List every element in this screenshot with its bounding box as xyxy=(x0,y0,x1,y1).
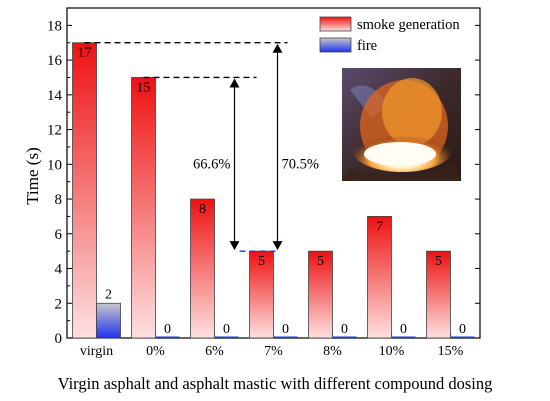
arrow-head xyxy=(229,241,240,251)
y-tick-label: 10 xyxy=(47,157,62,173)
y-axis-title: Time (s) xyxy=(23,147,42,204)
bar-smoke-generation xyxy=(367,216,392,339)
bar-fire xyxy=(332,336,357,338)
data-label-smoke: 5 xyxy=(258,254,265,269)
bar-smoke-generation xyxy=(249,250,274,339)
data-labels: 17 2 15 0 8 0 5 0 5 0 7 0 5 0 xyxy=(78,46,467,337)
data-label-fire: 0 xyxy=(341,322,348,337)
y-tick-label: 4 xyxy=(55,262,63,278)
x-tick-label: 10% xyxy=(379,344,405,359)
bar-fire xyxy=(273,336,298,338)
bar-series xyxy=(72,42,475,339)
data-label-smoke: 15 xyxy=(137,80,151,95)
data-label-smoke: 8 xyxy=(199,202,206,217)
data-label-smoke: 7 xyxy=(376,219,383,234)
bar-fire xyxy=(96,302,121,339)
x-tick-label: virgin xyxy=(80,344,113,359)
bar-smoke-generation xyxy=(190,198,215,339)
bar-smoke-generation xyxy=(131,77,156,339)
bar-fire xyxy=(214,336,239,338)
bar-fire xyxy=(391,336,416,338)
legend-label: fire xyxy=(357,38,377,54)
legend-swatch xyxy=(319,37,352,53)
x-axis: virgin 0% 6% 7% 8% 10% 15% xyxy=(80,333,464,359)
data-label-smoke: 17 xyxy=(78,46,92,61)
bar-fire xyxy=(450,336,475,338)
data-label-smoke: 5 xyxy=(317,254,324,269)
y-axis: 0 2 4 6 8 10 12 14 16 18 xyxy=(47,18,480,347)
annotations: 66.6% 70.5% xyxy=(84,42,319,252)
bar-smoke-generation xyxy=(426,250,451,339)
annotation-66: 66.6% xyxy=(193,156,230,172)
arrow-head xyxy=(272,43,283,53)
annotation-70: 70.5% xyxy=(282,156,319,172)
bar-smoke-generation xyxy=(72,42,97,339)
y-tick-label: 16 xyxy=(47,53,63,69)
bar-fire xyxy=(155,336,180,338)
x-axis-title: Virgin asphalt and asphalt mastic with d… xyxy=(58,374,493,393)
y-tick-label: 8 xyxy=(55,192,63,208)
y-tick-label: 14 xyxy=(47,88,63,104)
data-label-fire: 0 xyxy=(223,322,230,337)
data-label-smoke: 5 xyxy=(435,254,442,269)
flame-photo xyxy=(342,68,461,181)
x-tick-label: 7% xyxy=(264,344,283,359)
bar-smoke-generation xyxy=(308,250,333,339)
legend-swatch xyxy=(319,16,352,32)
x-tick-label: 6% xyxy=(205,344,224,359)
legend: smoke generation fire xyxy=(319,16,460,54)
arrow-head xyxy=(229,78,240,88)
x-tick-label: 0% xyxy=(146,344,165,359)
data-label-fire: 0 xyxy=(459,322,466,337)
legend-label: smoke generation xyxy=(357,17,460,33)
data-label-fire: 0 xyxy=(282,322,289,337)
y-tick-label: 2 xyxy=(55,296,63,312)
y-tick-label: 12 xyxy=(47,123,62,139)
y-tick-label: 6 xyxy=(55,227,63,243)
data-label-fire: 0 xyxy=(400,322,407,337)
y-tick-label: 18 xyxy=(47,18,62,34)
arrow-head xyxy=(272,241,283,251)
data-label-fire: 0 xyxy=(164,322,171,337)
data-label-fire: 2 xyxy=(105,287,112,302)
x-tick-label: 8% xyxy=(323,344,342,359)
x-tick-label: 15% xyxy=(438,344,464,359)
y-tick-label: 0 xyxy=(55,331,63,347)
